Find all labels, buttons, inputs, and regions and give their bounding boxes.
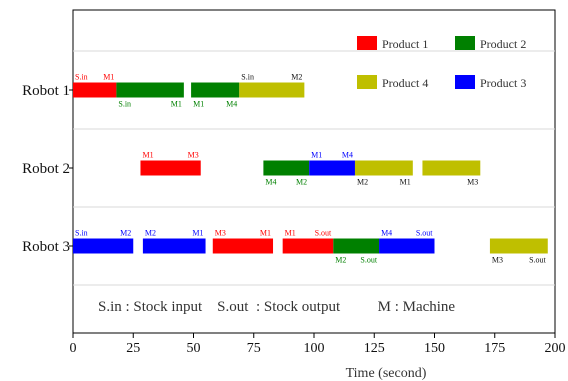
- task-bar: [142, 238, 206, 254]
- task-start-label: M2: [335, 256, 346, 265]
- task-bar: [354, 160, 413, 176]
- legend-swatch: [357, 75, 377, 89]
- task-end-label: M1: [400, 178, 411, 187]
- task-end-label: M2: [296, 178, 307, 187]
- legend-label: Product 1: [382, 37, 428, 51]
- row-labels: Robot 1 Robot 2 Robot 3: [22, 83, 73, 255]
- task-bar: [73, 238, 134, 254]
- row-label: Robot 2: [22, 161, 70, 177]
- x-axis-label: Time (second): [346, 366, 427, 381]
- row-gridlines: [73, 50, 555, 286]
- task-end-label: M4: [226, 100, 237, 109]
- task-start-label: S.in: [75, 229, 88, 238]
- task-bar: [140, 160, 201, 176]
- task-start-label: M4: [381, 229, 392, 238]
- task-bar: [379, 238, 435, 254]
- row-label: Robot 3: [22, 239, 70, 255]
- task-bar: [489, 238, 548, 254]
- x-tick-label: 175: [484, 341, 505, 356]
- task-start-label: S.in: [241, 73, 254, 82]
- task-start-label: M4: [265, 178, 276, 187]
- task-bar: [333, 238, 380, 254]
- task-bar: [309, 160, 355, 176]
- task-start-label: M1: [193, 100, 204, 109]
- task-bars: [73, 82, 548, 254]
- legend-swatch: [455, 36, 475, 50]
- x-tick-label: 125: [364, 341, 385, 356]
- legend-swatch: [357, 36, 377, 50]
- task-end-label: M2: [291, 73, 302, 82]
- task-start-label: M2: [145, 229, 156, 238]
- x-tick-label: 150: [424, 341, 445, 356]
- task-bar: [239, 82, 305, 98]
- task-bar: [263, 160, 310, 176]
- task-start-label: M2: [357, 178, 368, 187]
- legend-label: Product 4: [382, 76, 428, 90]
- x-tick-label: 100: [304, 341, 325, 356]
- task-end-label: M1: [103, 73, 114, 82]
- abbreviation-note: S.in : Stock input S.out : Stock output …: [98, 299, 455, 315]
- task-end-label: S.out: [529, 256, 546, 265]
- task-bar: [422, 160, 481, 176]
- task-start-label: M1: [285, 229, 296, 238]
- task-bar: [212, 238, 274, 254]
- task-labels: S.in M1 S.in M1 M1 M4 S.in M2 M1 M3 M4 M2 M1 M4 M2 M1 M3…: [75, 73, 547, 265]
- x-axis-ticks: 0 25 50 75 100 125 150 175 200: [70, 333, 566, 356]
- task-start-label: S.in: [75, 73, 88, 82]
- task-start-label: S.in: [118, 100, 131, 109]
- task-bar: [116, 82, 184, 98]
- x-tick-label: 0: [70, 341, 77, 356]
- task-start-label: M3: [215, 229, 226, 238]
- legend-label: Product 2: [480, 37, 526, 51]
- task-start-label: M1: [142, 151, 153, 160]
- task-end-label: S.out: [315, 229, 332, 238]
- legend: Product 1 Product 2 Product 4 Product 3: [357, 36, 526, 90]
- x-tick-label: 50: [187, 341, 201, 356]
- task-end-label: S.out: [416, 229, 433, 238]
- x-tick-label: 25: [126, 341, 140, 356]
- x-tick-label: 200: [545, 341, 566, 356]
- task-bar: [73, 82, 117, 98]
- task-end-label: M3: [188, 151, 199, 160]
- task-start-label: M3: [492, 256, 503, 265]
- task-end-label: M1: [260, 229, 271, 238]
- task-end-label: M1: [171, 100, 182, 109]
- task-bar: [191, 82, 240, 98]
- x-tick-label: 75: [247, 341, 261, 356]
- legend-swatch: [455, 75, 475, 89]
- task-end-label: M1: [192, 229, 203, 238]
- task-end-label: S.out: [360, 256, 377, 265]
- task-start-label: M1: [311, 151, 322, 160]
- task-end-label: M3: [467, 178, 478, 187]
- legend-label: Product 3: [480, 76, 526, 90]
- row-label: Robot 1: [22, 83, 70, 99]
- task-end-label: M4: [342, 151, 353, 160]
- task-bar: [282, 238, 334, 254]
- task-end-label: M2: [120, 229, 131, 238]
